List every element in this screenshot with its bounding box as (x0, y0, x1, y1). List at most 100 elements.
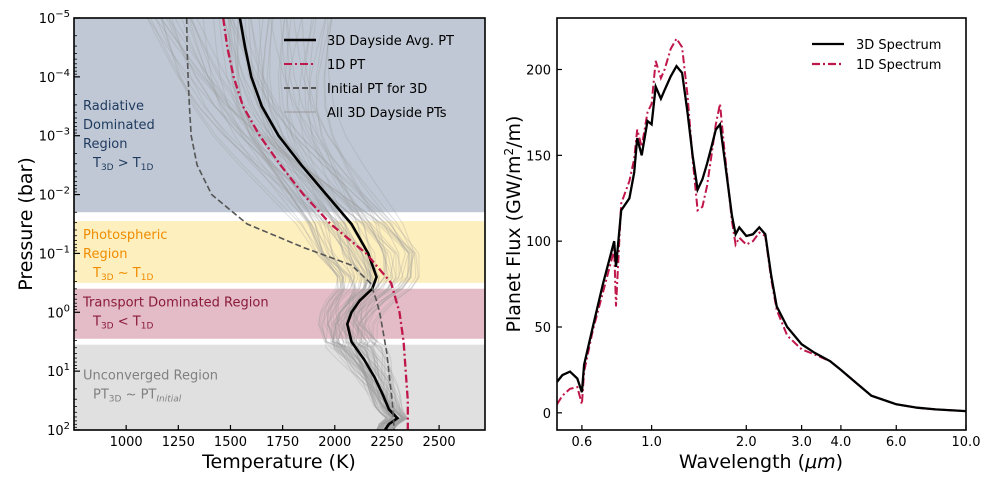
left-axes-frame (73, 17, 486, 431)
right-axes-frame (556, 17, 967, 431)
region-band-radiative (74, 18, 485, 213)
x-tick-label: 1500 (214, 435, 247, 450)
dayside-pt-curve (262, 18, 394, 430)
dayside-pt-curve (160, 18, 389, 430)
dayside-pt-curve (171, 18, 387, 430)
y-tick-label: 10−4 (39, 68, 70, 86)
dayside-pt-curve (180, 18, 407, 430)
y-tick-label: 150 (526, 149, 551, 164)
dayside-pt-curve (269, 18, 409, 430)
y-tick-label: 100 (47, 303, 70, 321)
series-line-3d-dayside-avg-pt (238, 18, 400, 430)
legend-label-left: 3D Dayside Avg. PT (327, 34, 454, 49)
x-tick-label: 2250 (370, 435, 403, 450)
x-tick-label: 10.0 (952, 435, 981, 450)
dayside-pt-curve (280, 18, 397, 430)
series-line-initial-pt-for-3d (185, 18, 395, 430)
dayside-pt-curve (160, 18, 416, 430)
region-label-radiative: Dominated (83, 118, 155, 133)
dayside-pt-curve (227, 18, 405, 430)
region-label-transport: Transport Dominated Region (82, 296, 269, 311)
y-tick-label: 10−2 (39, 186, 70, 204)
dayside-pt-curve (323, 18, 409, 430)
series-line-3d-spectrum (557, 64, 966, 413)
x-tick-label: 6.0 (886, 435, 907, 450)
dayside-pt-curve (147, 18, 406, 430)
y-tick-label: 50 (534, 321, 551, 336)
legend-label-right: 3D Spectrum (856, 38, 941, 53)
dayside-pt-curve (174, 18, 403, 430)
right-y-axis-label: Planet Flux (GW/m2/m) (502, 116, 525, 333)
legend-label-left: 1D PT (327, 58, 365, 73)
region-label-photospheric: Photospheric (83, 228, 167, 243)
region-label-radiative: Radiative (83, 99, 144, 114)
y-tick-label: 10−5 (39, 9, 70, 27)
pt-profile-panel: Radiative Dominated Region T3D > T1D Photosp… (15, 9, 486, 473)
dayside-pt-curve (258, 18, 405, 430)
dayside-pt-curve (230, 18, 404, 430)
dayside-pt-curve (160, 18, 410, 430)
x-tick-label: 1000 (110, 435, 143, 450)
x-tick-label: 1250 (162, 435, 195, 450)
y-tick-label: 10−1 (39, 244, 70, 262)
dayside-pt-curve (280, 18, 408, 430)
dayside-pt-curve (228, 18, 411, 430)
legend-label-left: Initial PT for 3D (327, 82, 427, 97)
dayside-pt-curve (315, 18, 392, 430)
dayside-pt-curve (236, 18, 403, 430)
x-tick-label: 1.0 (641, 435, 662, 450)
x-tick-label: 2.0 (736, 435, 757, 450)
x-tick-label: 2000 (318, 435, 351, 450)
y-tick-label: 101 (47, 362, 70, 380)
region-band-unconverged (74, 344, 485, 430)
legend-label-right: 1D Spectrum (856, 58, 941, 73)
dayside-pt-curve (228, 18, 394, 430)
region-label-unconverged: Unconverged Region (83, 369, 218, 384)
dayside-pt-curve (307, 18, 401, 430)
dayside-pt-curve (223, 18, 397, 430)
region-band-photospheric (74, 221, 485, 283)
dayside-pt-curve (218, 18, 393, 430)
left-x-axis-label: Temperature (K) (201, 451, 356, 473)
dayside-pt-curve (286, 18, 400, 430)
region-label-unconverged: PT3D ~ PTInitial (93, 388, 182, 405)
dayside-pt-curve (155, 18, 401, 430)
dayside-pt-curve (298, 18, 404, 430)
dayside-pt-curve (191, 18, 400, 430)
dayside-pt-curve (261, 18, 399, 430)
dayside-pt-curve (166, 18, 399, 430)
dayside-pt-curve (189, 18, 396, 430)
dayside-pt-curve (154, 18, 419, 430)
y-tick-label: 200 (526, 64, 551, 79)
region-label-radiative: T3D > T1D (92, 156, 153, 173)
spectrum-panel: 0.6 1.0 2.0 3.0 4.0 6.0 10.0 0 50 100 150 200 Wave… (502, 17, 981, 473)
dayside-pt-curve (286, 18, 387, 430)
region-label-photospheric: T3D ~ T1D (92, 266, 153, 283)
region-label-radiative: Region (83, 137, 128, 152)
x-tick-label: 2500 (423, 435, 456, 450)
dayside-pt-curve (222, 18, 394, 430)
x-tick-label: 3.0 (791, 435, 812, 450)
dayside-pt-curve (308, 18, 406, 430)
y-tick-label: 0 (543, 407, 551, 422)
dayside-pt-curve (238, 18, 409, 430)
legend-label-left: All 3D Dayside PTs (327, 106, 447, 121)
dayside-pt-curve (301, 18, 406, 430)
region-label-transport: T3D < T1D (92, 315, 153, 332)
dayside-pt-curve (146, 18, 393, 430)
dayside-pt-curve (237, 18, 406, 430)
x-tick-label: 4.0 (831, 435, 852, 450)
dayside-pt-curve (228, 18, 406, 430)
dayside-pt-curve (315, 18, 388, 430)
dayside-pt-curve (277, 18, 403, 430)
dayside-pt-curve (324, 18, 404, 430)
dayside-pt-curve (239, 18, 413, 430)
dayside-pt-curve (196, 18, 404, 430)
dayside-pt-curve (233, 18, 406, 430)
dayside-pt-curve (229, 18, 388, 430)
dayside-pt-curve (231, 18, 410, 430)
dayside-pt-curve (168, 18, 408, 430)
dayside-pt-curve (285, 18, 394, 430)
